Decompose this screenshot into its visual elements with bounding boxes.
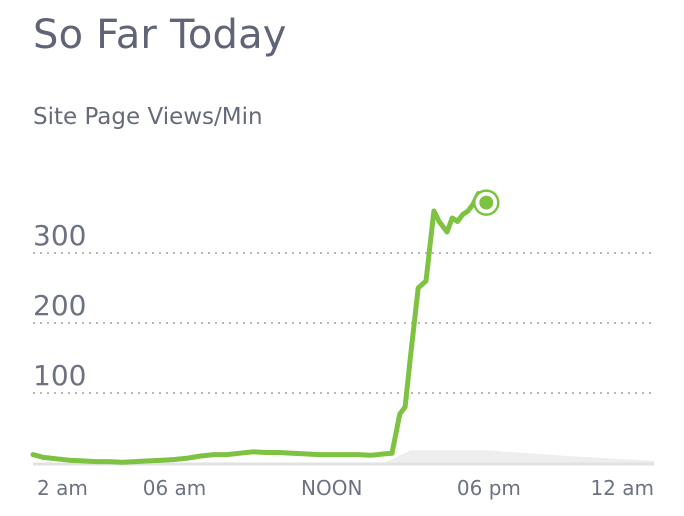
y-tick-label-100: 100 <box>33 359 86 392</box>
x-tick-label-4: 12 am <box>590 476 654 500</box>
page-views-line <box>30 191 487 465</box>
x-tick-label-1: 06 am <box>143 476 207 500</box>
chart-subtitle: Site Page Views/Min <box>33 104 263 130</box>
y-tick-label-200: 200 <box>33 289 86 322</box>
x-tick-label-3: 06 pm <box>457 476 521 500</box>
current-value-marker <box>479 195 494 210</box>
x-tick-label-2: NOON <box>301 476 362 500</box>
comparison-area <box>33 450 654 463</box>
x-tick-label-0: 2 am <box>37 476 88 500</box>
y-tick-label-300: 300 <box>33 219 86 252</box>
page-title: So Far Today <box>33 12 287 58</box>
